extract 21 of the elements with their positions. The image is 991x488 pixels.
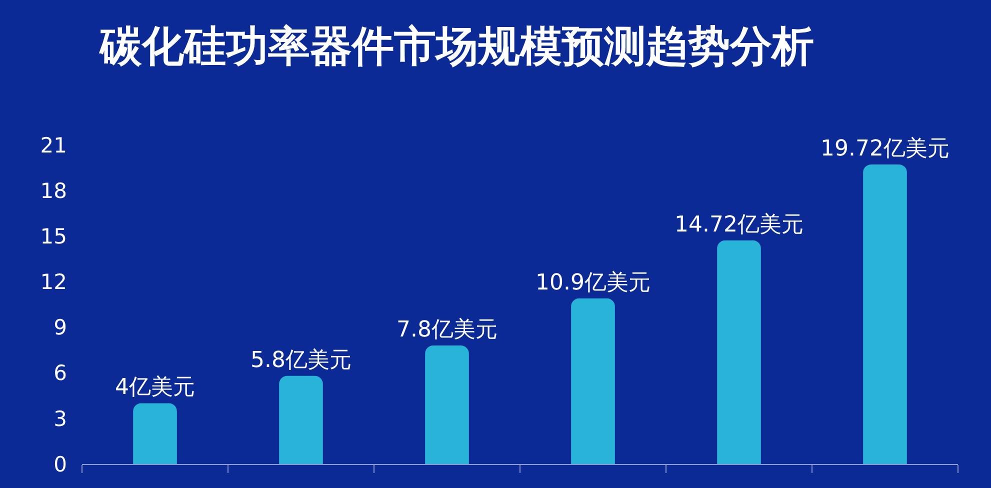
- y-tick-label: 12: [40, 270, 67, 294]
- bar: [133, 403, 177, 464]
- chart-title: 碳化硅功率器件市场规模预测趋势分析: [98, 22, 814, 71]
- bar: [863, 164, 907, 464]
- y-tick-label: 6: [54, 361, 67, 386]
- data-label: 14.72亿美元: [674, 212, 804, 238]
- y-tick-label: 21: [40, 133, 67, 158]
- data-label: 4亿美元: [115, 375, 195, 400]
- bar: [717, 240, 761, 464]
- y-tick-label: 9: [54, 316, 67, 340]
- data-label: 19.72亿美元: [820, 136, 950, 162]
- bar: [425, 346, 469, 464]
- bar: [571, 298, 615, 464]
- y-tick-label: 18: [40, 178, 67, 203]
- y-tick-label: 3: [54, 406, 67, 431]
- y-tick-label: 0: [54, 452, 67, 476]
- data-label: 5.8亿美元: [250, 348, 352, 373]
- data-label: 7.8亿美元: [396, 318, 498, 343]
- data-label: 10.9亿美元: [536, 270, 650, 296]
- y-tick-label: 15: [40, 224, 67, 248]
- bar: [279, 376, 323, 464]
